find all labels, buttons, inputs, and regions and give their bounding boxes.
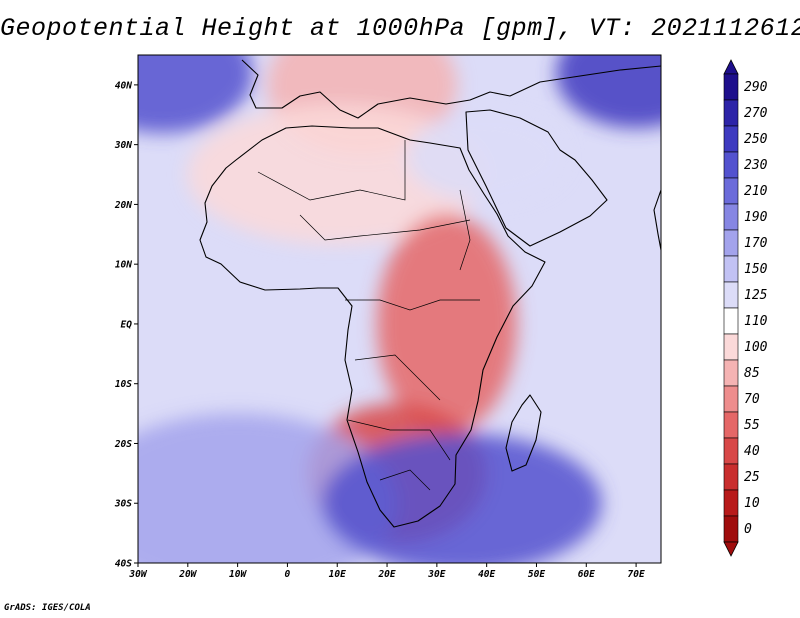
map-frame (137, 54, 662, 564)
colorbar-swatch (723, 73, 739, 101)
colorbar-label: 10 (744, 496, 760, 511)
longitude-axis: 30W 20W 10W 0 10E 20E 30E 40E 50E 60E 70E (128, 563, 645, 580)
colorbar-label: 55 (744, 418, 760, 433)
field-region (556, 55, 661, 128)
lat-tick-label: 30N (114, 140, 132, 151)
colorbar-swatch (723, 489, 739, 517)
field-region (321, 433, 602, 563)
lon-tick-label: 0 (285, 569, 291, 580)
lon-tick-label: 30W (128, 569, 147, 580)
europe-coastline (241, 59, 661, 119)
colorbar-label: 210 (744, 184, 768, 199)
colorbar-label: 100 (744, 340, 768, 355)
field-region (138, 55, 253, 133)
lon-tick-label: 60E (578, 569, 595, 580)
colorbar-swatch (723, 385, 739, 413)
colorbar-swatch (723, 125, 739, 153)
colorbar-swatch (723, 333, 739, 361)
colorbar-label: 230 (744, 158, 768, 173)
lat-tick-label: 40S (115, 559, 132, 570)
lat-tick-label: 10N (115, 260, 132, 271)
colorbar-swatch (723, 359, 739, 387)
colorbar-swatch (723, 463, 739, 491)
colorbar-swatch (723, 229, 739, 257)
colorbar-label: 0 (744, 522, 752, 537)
lat-tick-label: 20N (114, 200, 132, 211)
india-coastline (653, 189, 661, 251)
field-region (406, 111, 567, 202)
colorbar-swatch (723, 307, 739, 335)
lon-tick-label: 10W (229, 569, 247, 580)
colorbar-label: 110 (744, 314, 768, 329)
lat-tick-label: 20S (114, 439, 132, 450)
colorbar-label: 250 (744, 132, 768, 147)
borders (257, 140, 480, 491)
lat-tick-label: 40N (115, 80, 132, 91)
arabia-coastline (465, 109, 608, 247)
grads-credit: GrADS: IGES/COLA (4, 603, 91, 613)
latitude-axis: 40N 30N 20N 10N EQ 10S 20S 30S 40S (114, 80, 138, 570)
colorbar-label: 170 (744, 236, 768, 251)
colorbar-bottom-arrow (723, 541, 739, 557)
colorbar-label: 25 (744, 470, 760, 485)
height-field (138, 55, 661, 563)
colorbar-label: 290 (744, 80, 768, 95)
lon-tick-label: 10E (329, 569, 346, 580)
colorbar-label: 70 (744, 392, 760, 407)
lon-tick-label: 20W (178, 569, 197, 580)
map-title: Geopotential Height at 1000hPa [gpm], VT… (0, 14, 800, 43)
colorbar-label: 40 (744, 444, 760, 459)
field-region (376, 213, 517, 434)
colorbar-label: 150 (744, 262, 768, 277)
lat-tick-label: EQ (121, 319, 133, 330)
colorbar: 2902702502302101901701501251101008570554… (723, 59, 768, 557)
lon-tick-label: 20E (377, 569, 395, 580)
lon-tick-label: 70E (628, 569, 645, 580)
lon-tick-label: 40E (478, 569, 495, 580)
colorbar-label: 270 (744, 106, 768, 121)
colorbar-swatch (723, 151, 739, 179)
colorbar-swatch (723, 515, 739, 543)
colorbar-swatch (723, 281, 739, 309)
colorbar-label: 190 (744, 210, 768, 225)
lon-tick-label: 50E (528, 569, 545, 580)
colorbar-top-arrow (723, 59, 739, 75)
lon-tick-label: 30E (427, 569, 445, 580)
colorbar-swatch (723, 255, 739, 283)
colorbar-swatch (723, 437, 739, 465)
colorbar-swatch (723, 203, 739, 231)
lat-tick-label: 30S (114, 499, 132, 510)
lat-tick-label: 10S (115, 379, 132, 390)
coastlines (199, 59, 661, 528)
colorbar-label: 125 (744, 288, 768, 303)
colorbar-label: 85 (744, 366, 760, 381)
colorbar-swatch (723, 177, 739, 205)
colorbar-swatch (723, 411, 739, 439)
africa-coastline (199, 125, 546, 528)
colorbar-swatch (723, 99, 739, 127)
madagascar-coastline (505, 394, 542, 472)
